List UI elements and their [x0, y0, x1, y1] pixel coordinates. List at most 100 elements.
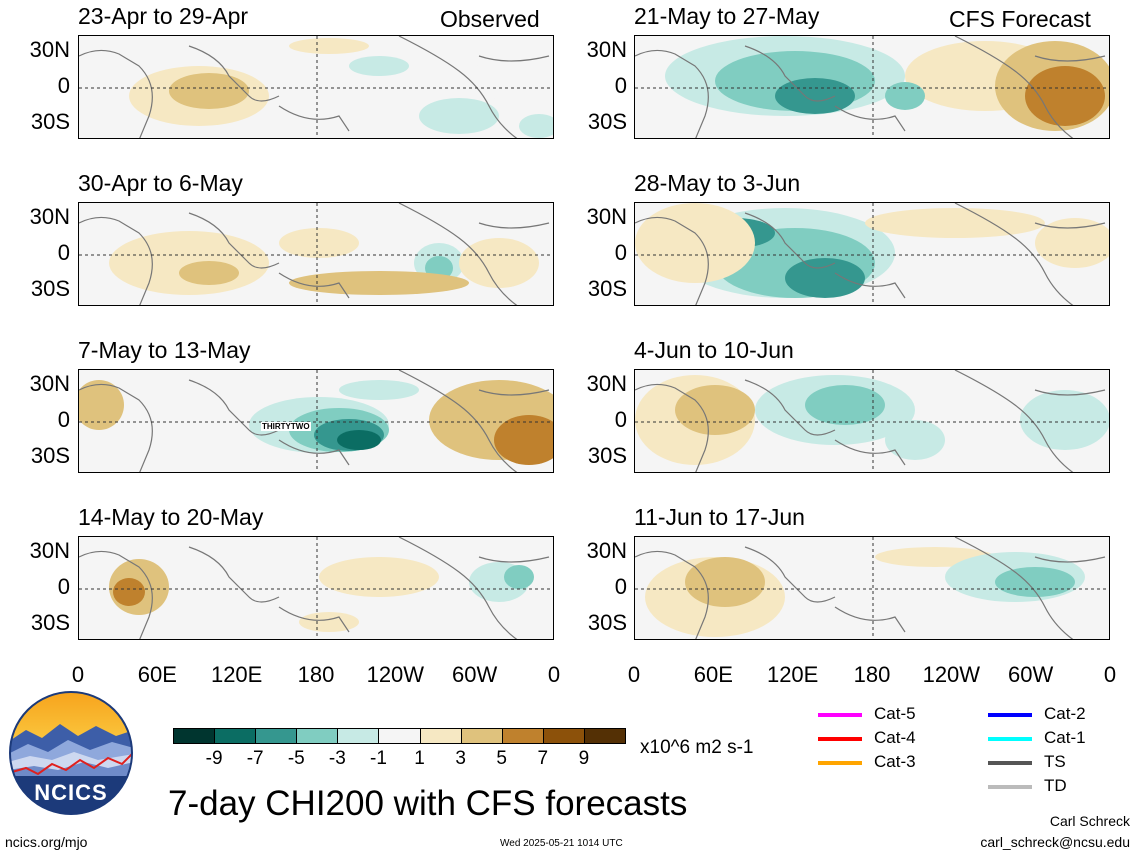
lat-tick-label: 0 — [57, 574, 70, 599]
legend-label: Cat-5 — [874, 704, 916, 723]
colorbar-swatch — [378, 728, 421, 744]
anomaly-region — [635, 203, 755, 283]
anomaly-region — [289, 38, 369, 54]
coastline — [79, 383, 153, 472]
lon-tick-label: 60W — [1008, 662, 1054, 687]
lat-tick-label: 30S — [30, 276, 70, 301]
footer-timestamp: Wed 2025-05-21 1014 UTC — [500, 838, 623, 849]
coastline — [398, 537, 518, 639]
ncics-logo-icon: NCICS — [9, 691, 133, 815]
anomaly-region — [337, 430, 381, 450]
coastline — [1034, 55, 1106, 62]
lat-tick-label: 0 — [614, 407, 627, 432]
panel-title: 28-May to 3-Jun — [634, 170, 801, 196]
lon-tick-label: 0 — [547, 662, 561, 687]
colorbar-tick-label: 3 — [455, 748, 466, 769]
lat-tick-label: 30S — [587, 109, 627, 134]
legend-swatch — [988, 785, 1032, 789]
colorbar-tick-label: -7 — [246, 748, 264, 769]
lat-tick-label: 0 — [614, 73, 627, 98]
lon-tick-label: 60E — [693, 662, 733, 687]
anomaly-region — [775, 78, 855, 114]
map-panel — [634, 369, 1110, 473]
lon-tick-label: 120E — [766, 662, 819, 687]
lat-tick-label: 30N — [586, 538, 627, 563]
anomaly-region — [179, 261, 239, 285]
lat-tick-label: 30N — [29, 371, 70, 396]
lon-tick-label: 120W — [366, 662, 425, 687]
lat-tick-label: 30N — [586, 37, 627, 62]
panel-title: 11-Jun to 17-Jun — [634, 504, 805, 530]
coastline — [188, 546, 280, 603]
coastline — [744, 379, 836, 436]
coastline — [398, 370, 518, 472]
anomaly-field — [635, 370, 1109, 472]
legend-label: Cat-1 — [1044, 728, 1086, 747]
legend-label: Cat-3 — [874, 752, 916, 771]
anomaly-field — [79, 36, 553, 138]
lon-tick-label: 120W — [922, 662, 981, 687]
coastline — [398, 203, 518, 305]
panel-title: 14-May to 20-May — [78, 504, 264, 530]
coastline — [635, 383, 709, 472]
coastline — [79, 550, 153, 639]
panel-title: 30-Apr to 6-May — [78, 170, 243, 196]
lon-tick-label: 180 — [853, 662, 891, 687]
anomaly-region — [169, 73, 249, 109]
map-panel — [634, 202, 1110, 306]
coastline — [1034, 389, 1106, 396]
coastline — [1034, 556, 1106, 563]
anomaly-region — [289, 271, 469, 295]
anomaly-region — [885, 82, 925, 110]
coastline — [278, 606, 350, 633]
lat-tick-label: 30N — [586, 204, 627, 229]
anomaly-region — [494, 415, 553, 465]
coastline — [954, 370, 1074, 472]
coastline — [398, 36, 518, 138]
coastline — [188, 212, 280, 269]
legend-swatch — [988, 713, 1032, 717]
coastline — [278, 272, 350, 299]
legend-swatch — [988, 737, 1032, 741]
colorbar-swatch — [542, 728, 585, 744]
lon-tick-label: 180 — [297, 662, 335, 687]
lat-tick-label: 30N — [29, 37, 70, 62]
anomaly-region — [113, 578, 145, 606]
coastline — [635, 216, 709, 305]
coastline — [278, 439, 350, 466]
lat-tick-label: 30S — [30, 443, 70, 468]
anomaly-region — [685, 557, 765, 607]
legend-label: TS — [1044, 752, 1066, 771]
anomaly-region — [519, 278, 553, 305]
colorbar-tick-label: -1 — [370, 748, 387, 769]
lat-tick-label: 0 — [614, 574, 627, 599]
legend-label: Cat-2 — [1044, 704, 1086, 723]
coastline — [188, 45, 280, 102]
coastline — [635, 550, 709, 639]
map-panel — [78, 35, 554, 139]
map-panel — [634, 536, 1110, 640]
main-title: 7-day CHI200 with CFS forecasts — [168, 784, 688, 823]
coastline — [744, 45, 836, 102]
footer-email: carl_schreck@ncsu.edu — [980, 834, 1130, 850]
observed-label: Observed — [440, 6, 540, 32]
colorbar-swatch — [337, 728, 380, 744]
colorbar-tick-label: 1 — [414, 748, 425, 769]
lat-tick-label: 30S — [587, 276, 627, 301]
ncics-logo: NCICS — [8, 690, 134, 816]
anomaly-region — [279, 228, 359, 258]
colorbar-tick-label: -3 — [328, 748, 346, 769]
colorbar-tick-label: -5 — [287, 748, 305, 769]
anomaly-region — [459, 238, 539, 288]
map-panel — [78, 536, 554, 640]
panel-title: 23-Apr to 29-Apr — [78, 3, 249, 29]
colorbar-tick-label: -9 — [205, 748, 223, 769]
lat-tick-label: 30S — [587, 610, 627, 635]
coastline — [79, 216, 153, 305]
lat-tick-label: 30S — [30, 610, 70, 635]
lat-tick-label: 30N — [586, 371, 627, 396]
anomaly-region — [109, 231, 269, 295]
coastline — [954, 537, 1074, 639]
anomaly-region — [1025, 66, 1105, 126]
lon-tick-label: 0 — [627, 662, 641, 687]
